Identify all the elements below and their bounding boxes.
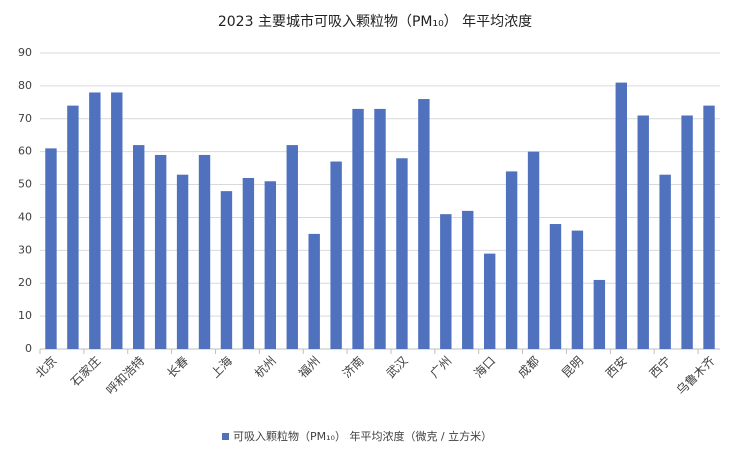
bar (681, 115, 693, 349)
y-tick-label: 60 (18, 145, 32, 158)
x-tick-label: 上海 (207, 353, 235, 381)
y-tick-label: 0 (25, 342, 32, 355)
chart-title: 2023 主要城市可吸入颗粒物（PM₁₀） 年平均浓度 (218, 13, 532, 30)
y-tick-label: 80 (18, 79, 32, 92)
bar (352, 108, 364, 350)
bar (67, 105, 79, 349)
bar (637, 115, 649, 349)
bar (615, 82, 627, 349)
bar (264, 181, 277, 349)
bar (462, 210, 474, 349)
x-tick-label: 呼和浩特 (103, 353, 148, 398)
x-tick-label: 海口 (471, 353, 499, 381)
y-tick-label: 20 (18, 276, 32, 289)
bar (527, 151, 540, 349)
y-tick-label: 70 (18, 112, 32, 125)
bar (286, 145, 298, 349)
y-tick-label: 10 (18, 309, 32, 322)
bar (242, 177, 255, 349)
y-tick-label: 40 (18, 210, 32, 223)
bar (308, 233, 320, 349)
bar (505, 171, 518, 349)
bar (176, 174, 189, 349)
y-tick-label: 50 (18, 178, 32, 191)
x-tick-label: 福州 (295, 353, 323, 381)
x-tick-label: 长春 (164, 354, 191, 381)
bar (593, 279, 606, 349)
x-tick-label: 杭州 (251, 353, 279, 381)
x-tick-label: 北京 (33, 354, 60, 381)
bar (659, 174, 671, 349)
x-tick-label: 西宁 (646, 353, 674, 381)
bar (571, 230, 584, 349)
bar (418, 99, 430, 350)
bar (703, 105, 715, 349)
bar (549, 224, 562, 349)
x-tick-label: 昆明 (559, 354, 586, 381)
bar (374, 108, 386, 350)
x-tick-label: 乌鲁木齐 (673, 353, 718, 398)
y-tick-label: 30 (18, 243, 32, 256)
x-tick-label: 广州 (428, 354, 455, 381)
x-tick-label: 成都 (515, 354, 542, 381)
y-tick-label: 90 (18, 46, 32, 59)
bar (440, 214, 452, 349)
bar (154, 154, 167, 349)
bar (330, 161, 342, 349)
x-tick-label: 济南 (339, 353, 367, 381)
legend-label: 可吸入颗粒物（PM₁₀） 年平均浓度（微克 / 立方米） (233, 429, 492, 443)
bar (396, 158, 408, 349)
bar (483, 253, 496, 349)
bar (133, 145, 145, 349)
bar (89, 92, 101, 349)
bar (220, 191, 233, 349)
legend-swatch (222, 433, 229, 440)
x-tick-label: 武汉 (384, 354, 411, 381)
bar (45, 148, 57, 349)
bar (111, 92, 123, 349)
x-tick-label: 西安 (602, 353, 630, 381)
bar (198, 154, 211, 349)
x-tick-label: 石家庄 (67, 353, 103, 389)
